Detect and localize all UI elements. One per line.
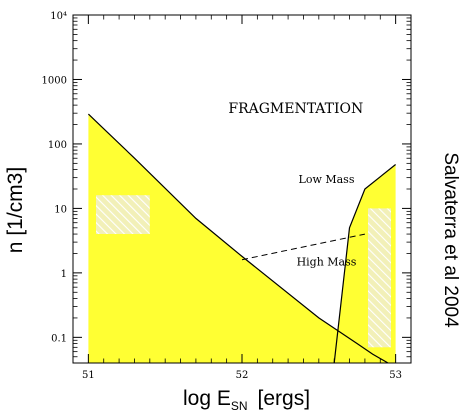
y-tick-label: 10 [54,204,67,215]
dashed-line [241,233,366,261]
hatched-box-1 [368,208,391,348]
y-tick-label: 1 [61,269,67,280]
y-tick-label: 0.1 [51,333,67,344]
boundary-line-left [87,113,389,364]
y-tick-label: 100 [48,140,67,151]
boundary-line-right [333,164,396,364]
region-fill-left [88,114,389,363]
plot-area [87,113,396,364]
x-axis-title-unit: [ergs] [258,387,311,410]
credit-label: Salvaterra et al 2004 [440,152,461,328]
axis-ticks: 51 52 53 0.1 1 10 100 1000 10⁴ [42,11,411,381]
x-axis-title-subscript: SN [231,399,248,412]
annotations: FRAGMENTATION Low Mass High Mass [228,101,363,268]
hatched-box-0 [96,195,150,234]
y-tick-label: 1000 [42,75,67,86]
x-axis-title-main: log E [183,387,231,410]
annotation-low-mass: Low Mass [299,173,355,186]
x-tick-label: 51 [82,370,95,381]
annotation-high-mass: High Mass [297,256,357,269]
y-tick-label: 10⁴ [50,11,67,22]
x-tick-label: 52 [236,370,249,381]
y-axis-title: n [1/cm3] [4,167,27,253]
x-tick-label: 53 [389,370,402,381]
x-axis-title: log ESN [ergs] [183,387,310,412]
annotation-fragmentation: FRAGMENTATION [228,101,363,117]
